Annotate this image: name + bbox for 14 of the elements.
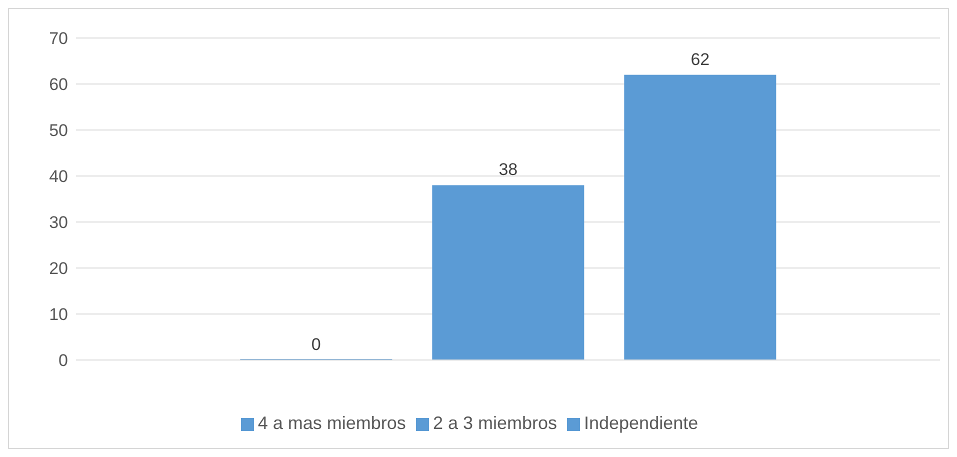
y-tick-label: 20: [49, 259, 68, 278]
y-tick-label: 10: [49, 305, 68, 324]
y-tick-label: 30: [49, 213, 68, 232]
data-label: 62: [690, 50, 710, 69]
y-tick-label: 0: [58, 351, 68, 370]
legend-label: 2 a 3 miembros: [432, 413, 557, 433]
data-label: 38: [498, 160, 518, 180]
y-tick-label: 60: [49, 75, 68, 94]
data-label: 0: [311, 335, 321, 354]
y-tick-label: 50: [49, 121, 68, 140]
y-tick-label: 40: [49, 167, 68, 186]
y-tick-label: 70: [49, 29, 68, 48]
legend-label: 4 a mas miembros: [258, 413, 406, 433]
legend-label: Independiente: [584, 413, 698, 433]
